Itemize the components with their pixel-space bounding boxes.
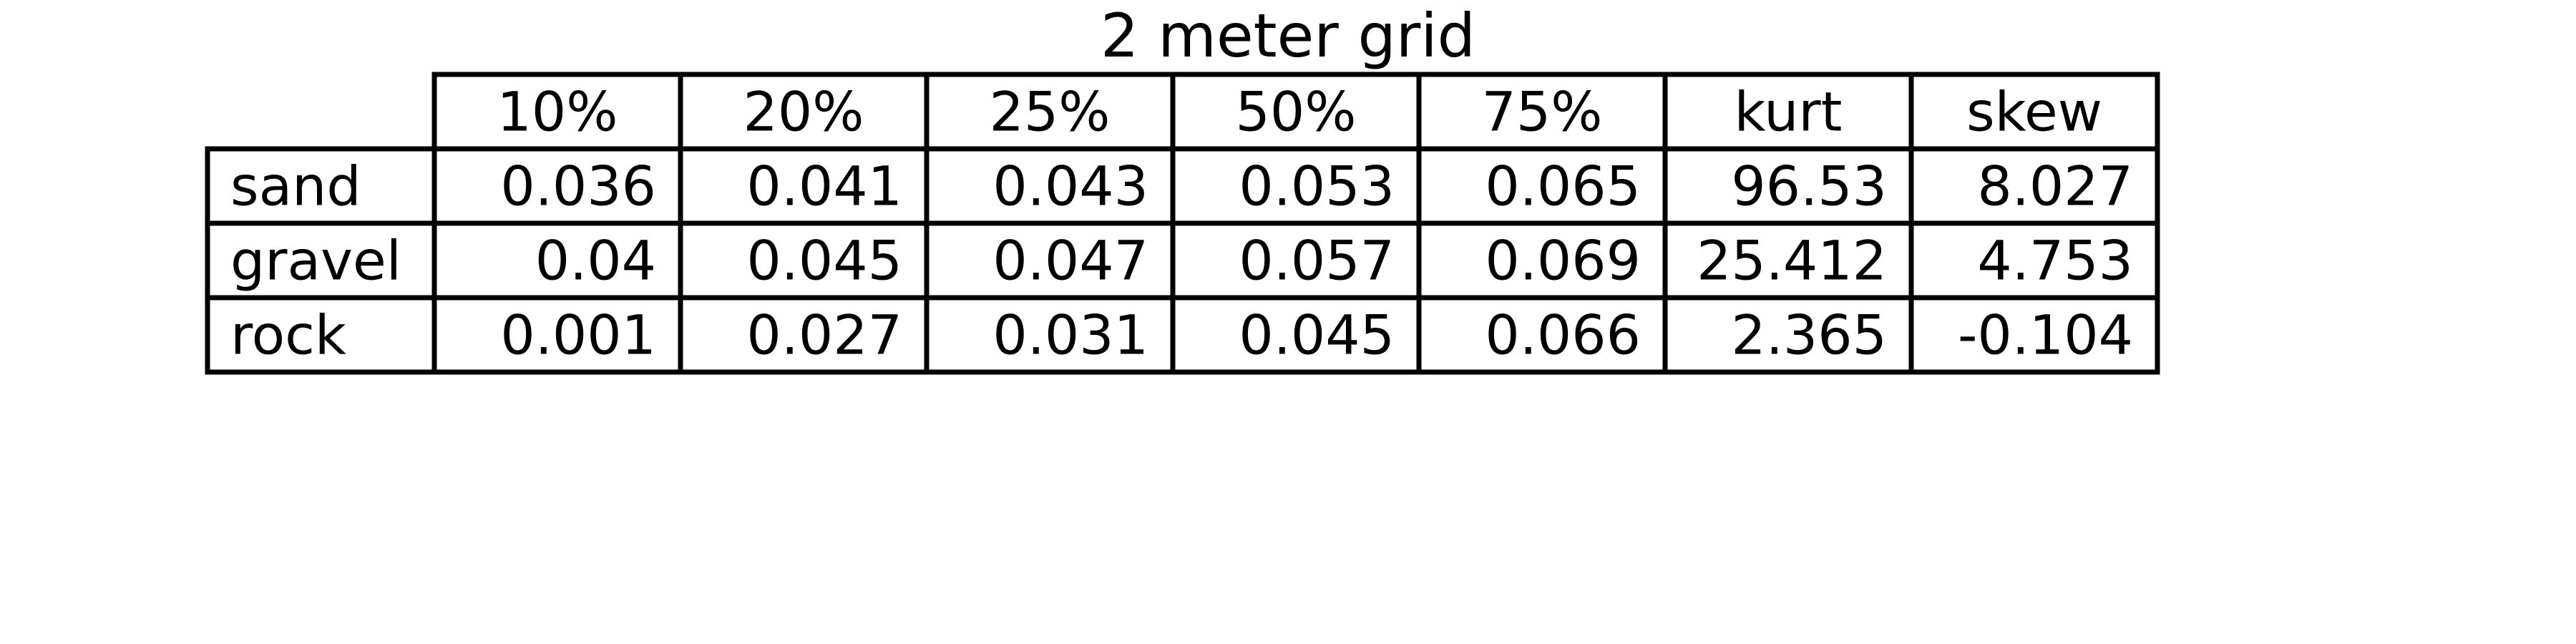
header-cell [924, 72, 1176, 152]
column-header: 25% [990, 80, 1111, 144]
chart-title: 2 meter grid [1100, 1, 1475, 71]
cell-value: -0.104 [1958, 303, 2133, 367]
cell-value: 0.053 [1239, 155, 1395, 218]
table-cell [1908, 146, 2160, 226]
header-cell [678, 72, 930, 152]
cell-value: 0.031 [992, 303, 1148, 367]
row-label-cell [205, 295, 437, 375]
table-cell [1908, 295, 2160, 375]
cell-value: 0.066 [1485, 303, 1641, 367]
column-header: kurt [1735, 80, 1843, 144]
column-header: 10% [497, 80, 618, 144]
cell-value: 2.365 [1731, 303, 1887, 367]
row-label-cell [205, 146, 437, 226]
table-cell [1662, 295, 1914, 375]
table-cell [924, 220, 1176, 301]
column-header: 75% [1482, 80, 1603, 144]
cell-value: 0.045 [1239, 303, 1395, 367]
table-cell [678, 146, 930, 226]
header-cell [431, 72, 683, 152]
cell-value: 0.043 [992, 155, 1148, 218]
cell-value: 96.53 [1731, 155, 1887, 218]
row-label: rock [230, 303, 346, 367]
table-cell [1416, 220, 1668, 301]
table-cell [1908, 220, 2160, 301]
cell-value: 25.412 [1697, 229, 1887, 293]
column-header: 50% [1236, 80, 1357, 144]
cell-value: 0.057 [1239, 229, 1395, 293]
row-label-cell [205, 220, 437, 301]
cell-value: 0.065 [1485, 155, 1641, 218]
cell-value: 0.036 [500, 155, 656, 218]
cell-value: 4.753 [1977, 229, 2133, 293]
row-label: sand [230, 155, 361, 218]
table-cell [431, 295, 683, 375]
cell-value: 0.04 [535, 229, 656, 293]
table-cell [1662, 146, 1914, 226]
cell-value: 0.047 [992, 229, 1148, 293]
table-cell [1170, 146, 1422, 226]
table-cell [678, 295, 930, 375]
row-label: gravel [230, 229, 401, 293]
cell-value: 0.045 [746, 229, 902, 293]
cell-value: 0.069 [1485, 229, 1641, 293]
table-cell [431, 220, 683, 301]
cell-value: 0.001 [500, 303, 656, 367]
table-cell [1416, 295, 1668, 375]
cell-value: 0.027 [746, 303, 902, 367]
header-cell [1908, 72, 2160, 152]
column-header: skew [1966, 80, 2102, 144]
table-cell [678, 220, 930, 301]
column-header: 20% [743, 80, 864, 144]
cell-value: 8.027 [1977, 155, 2133, 218]
cell-value: 0.041 [746, 155, 902, 218]
